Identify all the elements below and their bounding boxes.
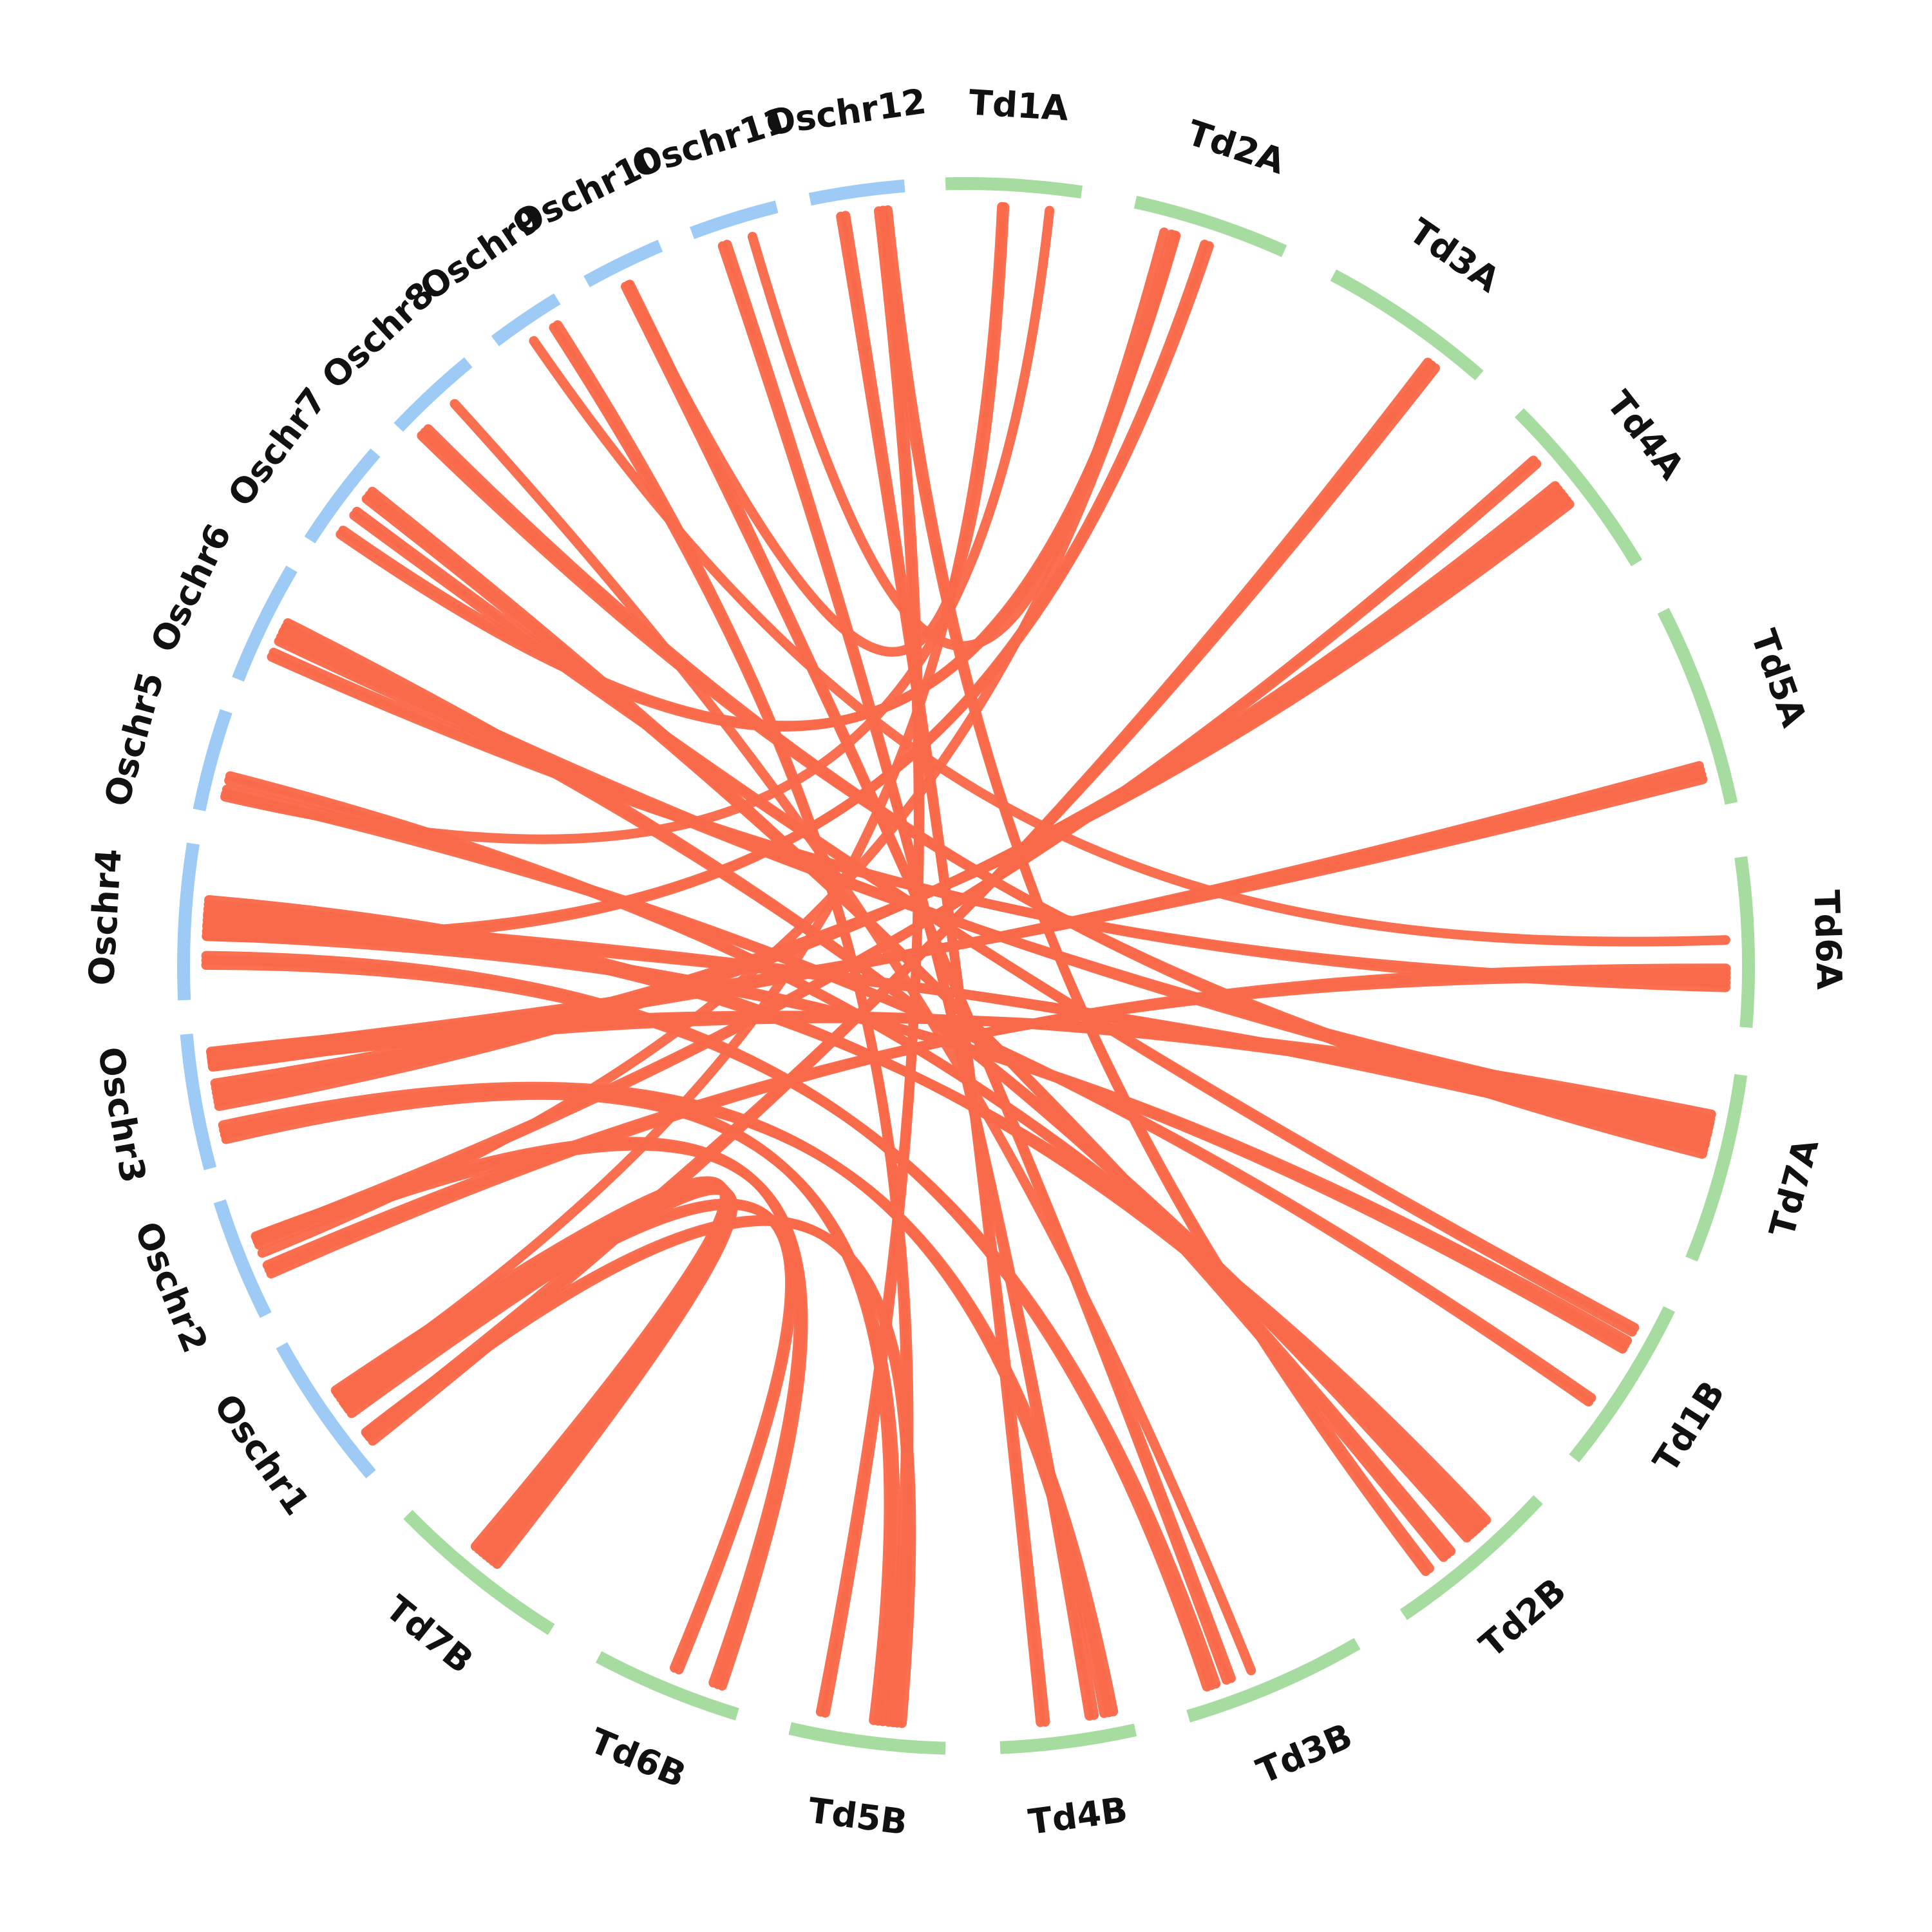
synteny-link bbox=[529, 336, 1730, 947]
chromosome-label-td1b: Td1B bbox=[1645, 1374, 1733, 1479]
chromosome-arc-oschr7 bbox=[304, 448, 381, 544]
chromosome-label-td4a: Td4A bbox=[1599, 383, 1692, 487]
chromosome-arc-td7a bbox=[1685, 1074, 1748, 1262]
synteny-link bbox=[269, 647, 1730, 992]
chromosome-arc-td5b bbox=[788, 1722, 946, 1755]
synteny-link bbox=[346, 1186, 738, 1569]
chromosome-label-td6b: Td6B bbox=[584, 1720, 692, 1795]
chromosome-arc-td5a bbox=[1657, 607, 1738, 805]
chromosome-arc-td4b bbox=[999, 1723, 1137, 1754]
synteny-link bbox=[251, 1137, 804, 1688]
chromosome-label-td3a: Td3A bbox=[1402, 211, 1507, 301]
synteny-link bbox=[840, 211, 1046, 1727]
chromosome-arc-td1b bbox=[1569, 1306, 1675, 1463]
chromosome-arc-td6b bbox=[595, 1651, 739, 1721]
chromosome-arc-td7b bbox=[403, 1510, 555, 1635]
synteny-link bbox=[330, 1176, 729, 1551]
chromosome-arc-oschr9 bbox=[491, 293, 561, 346]
synteny-link bbox=[878, 205, 1434, 1573]
chromosome-label-oschr3: Oschr3 bbox=[90, 1044, 154, 1186]
synteny-link bbox=[340, 1198, 795, 1673]
chromosome-label-oschr5: Oschr5 bbox=[97, 668, 172, 811]
chromosome-label-td3b: Td3B bbox=[1251, 1716, 1358, 1792]
chromosome-label-oschr2: Oschr2 bbox=[127, 1216, 216, 1358]
chromosome-label-td1a: Td1A bbox=[968, 82, 1070, 128]
chromosome-arc-td2b bbox=[1399, 1495, 1543, 1620]
chromosome-label-td2a: Td2A bbox=[1182, 112, 1290, 182]
chromosome-arc-td3a bbox=[1330, 269, 1484, 381]
chromosome-arc-oschr1 bbox=[276, 1342, 376, 1479]
chromosome-arc-oschr12 bbox=[808, 179, 905, 206]
chromosome-label-td7b: Td7B bbox=[378, 1587, 481, 1681]
chromosome-arc-td6a bbox=[1734, 856, 1755, 1028]
synteny-link bbox=[423, 424, 1707, 1159]
chromosome-arc-oschr8 bbox=[393, 357, 473, 432]
synteny-link bbox=[352, 506, 1637, 1337]
synteny-link bbox=[883, 205, 1431, 1577]
chromosome-label-td5a: Td5A bbox=[1743, 625, 1814, 732]
chromosome-tracks bbox=[177, 176, 1755, 1755]
chromosome-label-td2b: Td2B bbox=[1472, 1570, 1573, 1665]
chromosome-label-oschr12: Oschr12 bbox=[763, 81, 929, 144]
chromosome-arc-td1a bbox=[945, 176, 1083, 199]
chromosome-arc-td4a bbox=[1515, 408, 1643, 567]
synteny-link bbox=[722, 240, 1095, 1721]
chromosome-label-oschr8: Oschr8 bbox=[314, 274, 442, 397]
chromosome-label-oschr1: Oschr1 bbox=[206, 1387, 317, 1522]
chromosome-arc-oschr4 bbox=[177, 842, 200, 1001]
chromosome-label-td6a: Td6A bbox=[1806, 889, 1850, 990]
synteny-link bbox=[201, 951, 1212, 1692]
chromosome-arc-td3b bbox=[1186, 1638, 1361, 1723]
chromosome-label-td4b: Td4B bbox=[1026, 1789, 1130, 1842]
synteny-link bbox=[219, 1084, 894, 1725]
chromosome-arc-oschr3 bbox=[180, 1034, 217, 1171]
chromosome-label-oschr7: Oschr7 bbox=[220, 380, 335, 514]
synteny-links bbox=[201, 202, 1731, 1728]
synteny-link bbox=[815, 205, 925, 1717]
chromosome-arc-oschr5 bbox=[193, 709, 232, 811]
chromosome-arc-oschr11 bbox=[690, 200, 779, 240]
synteny-link bbox=[623, 202, 1010, 657]
chromosome-label-td5b: Td5B bbox=[806, 1790, 909, 1842]
chromosome-label-oschr6: Oschr6 bbox=[143, 518, 240, 659]
synteny-link bbox=[625, 279, 1232, 1685]
synteny-link bbox=[206, 774, 1708, 1058]
chromosome-arc-td2a bbox=[1133, 196, 1287, 258]
chromosome-arc-oschr6 bbox=[232, 565, 298, 682]
chromosome-label-td7a: Td7A bbox=[1761, 1134, 1826, 1241]
chromosome-label-oschr4: Oschr4 bbox=[81, 848, 129, 987]
synteny-link bbox=[220, 205, 1055, 844]
chromosome-arc-oschr10 bbox=[583, 240, 663, 288]
chromosome-arc-oschr2 bbox=[213, 1199, 272, 1318]
